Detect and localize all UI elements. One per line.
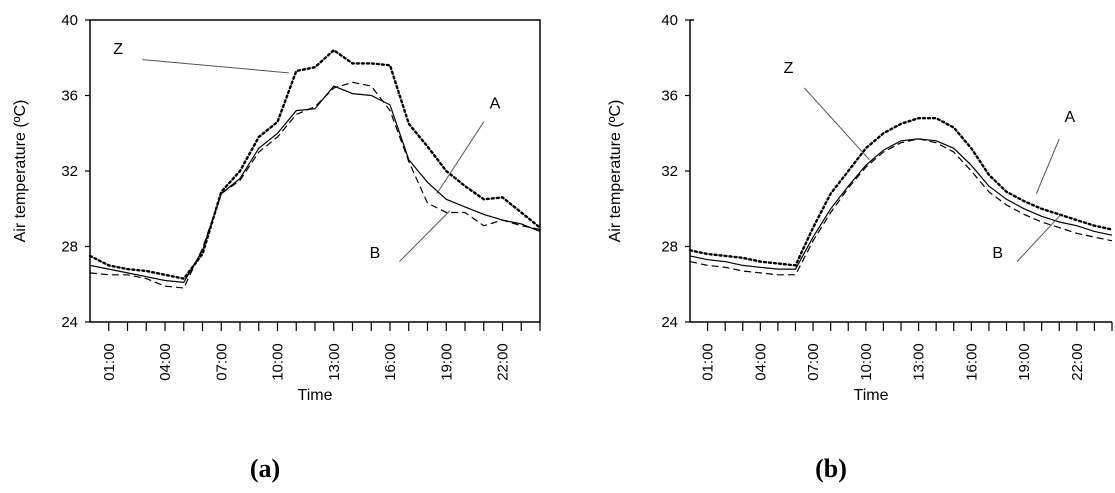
y-tick-label: 28 xyxy=(61,239,78,256)
series-a-label: A xyxy=(490,96,501,113)
series-b-line xyxy=(89,81,541,289)
chart-b: 24 28 32 36 40 01:00 04:00 07:00 10:00 13:00 16:00… xyxy=(607,12,1114,483)
chart-caption: (b) xyxy=(815,454,847,483)
x-tick-label: 22:00 xyxy=(1069,343,1086,381)
series-z-label: Z xyxy=(784,60,794,77)
y-tick-label: 36 xyxy=(61,88,78,105)
x-tick-label: 01:00 xyxy=(101,343,118,381)
x-tick-label: 16:00 xyxy=(382,343,399,381)
y-tick-label: 24 xyxy=(61,314,78,331)
plot-frame xyxy=(89,19,541,323)
x-tick-label: 10:00 xyxy=(270,343,287,381)
chart-a: 24 28 32 36 40 01:00 04:00 07:00 10:00 13:00 16:00… xyxy=(12,12,542,483)
x-tick-label: 07:00 xyxy=(805,343,822,381)
y-tick-label: 32 xyxy=(61,163,78,180)
series-z-leader xyxy=(803,87,870,161)
y-tick-label: 32 xyxy=(661,163,678,180)
y-axis-title: Air temperature (ºC) xyxy=(12,100,29,243)
x-axis-title: Time xyxy=(298,387,333,404)
x-tick-label: 04:00 xyxy=(752,343,769,381)
y-tick-label: 24 xyxy=(661,314,678,331)
x-axis-title: Time xyxy=(854,387,889,404)
x-tick-label: 10:00 xyxy=(858,343,875,381)
x-tick-label: 16:00 xyxy=(963,343,980,381)
x-tick-label: 13:00 xyxy=(911,343,928,381)
y-tick-label: 40 xyxy=(661,12,678,29)
series-b-leader xyxy=(1016,214,1062,262)
series-a-line xyxy=(689,138,1113,270)
x-tick-label: 01:00 xyxy=(700,343,717,381)
series-z-line xyxy=(688,116,1114,267)
x-tick-label: 22:00 xyxy=(495,343,512,381)
chart-caption: (a) xyxy=(250,454,280,483)
x-tick-label: 19:00 xyxy=(1016,343,1033,381)
series-z-line xyxy=(88,48,542,280)
series-a-line xyxy=(89,85,541,284)
series-b-leader xyxy=(399,210,451,262)
series-z-leader xyxy=(142,59,289,74)
y-tick-label: 40 xyxy=(61,12,78,29)
series-a-leader xyxy=(436,121,485,194)
series-a-leader xyxy=(1035,138,1060,194)
x-tick-label: 07:00 xyxy=(213,343,230,381)
y-tick-label: 28 xyxy=(661,239,678,256)
series-a-label: A xyxy=(1064,109,1075,126)
y-axis-title: Air temperature (ºC) xyxy=(607,100,624,243)
series-b-line xyxy=(689,138,1113,276)
series-z-label: Z xyxy=(113,41,123,58)
x-tick-label: 19:00 xyxy=(438,343,455,381)
y-tick-label: 36 xyxy=(661,88,678,105)
series-b-label: B xyxy=(992,245,1003,262)
x-tick-label: 13:00 xyxy=(326,343,343,381)
series-b-label: B xyxy=(370,245,381,262)
x-tick-label: 04:00 xyxy=(157,343,174,381)
